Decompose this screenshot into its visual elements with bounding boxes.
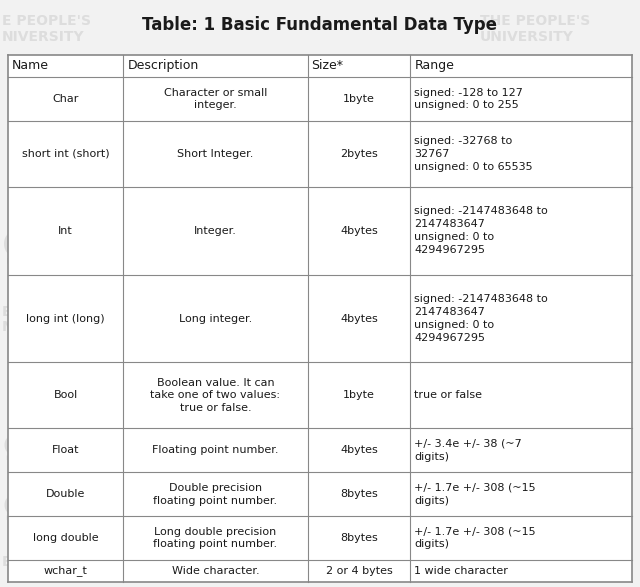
Text: Long double precision
floating point number.: Long double precision floating point num… [154, 527, 278, 549]
Text: +/- 1.7e +/- 308 (~15
digits): +/- 1.7e +/- 308 (~15 digits) [415, 483, 536, 505]
Text: Double precision
floating point number.: Double precision floating point number. [154, 483, 278, 505]
Text: 8bytes: 8bytes [340, 533, 378, 543]
Text: THE PEOPLE'S: THE PEOPLE'S [480, 555, 590, 569]
Text: Float: Float [52, 446, 79, 456]
Text: signed: -128 to 127
unsigned: 0 to 255: signed: -128 to 127 unsigned: 0 to 255 [415, 87, 524, 110]
Text: signed: -32768 to
32767
unsigned: 0 to 65535: signed: -32768 to 32767 unsigned: 0 to 6… [415, 136, 533, 171]
Text: 4bytes: 4bytes [340, 446, 378, 456]
Text: E PEOPLE'S: E PEOPLE'S [2, 555, 91, 569]
Text: true or false: true or false [415, 390, 483, 400]
Text: Range: Range [415, 59, 454, 72]
Text: gnOU: gnOU [390, 430, 490, 461]
Text: 2bytes: 2bytes [340, 149, 378, 159]
Text: signed: -2147483648 to
2147483647
unsigned: 0 to
4294967295: signed: -2147483648 to 2147483647 unsign… [415, 294, 548, 343]
Text: 2 or 4 bytes: 2 or 4 bytes [326, 566, 392, 576]
Text: 1 wide character: 1 wide character [415, 566, 508, 576]
Text: 8bytes: 8bytes [340, 489, 378, 499]
Text: E PEOPLE'S: E PEOPLE'S [2, 14, 91, 28]
Text: gnOU: gnOU [390, 490, 490, 521]
Text: +/- 3.4e +/- 38 (~7
digits): +/- 3.4e +/- 38 (~7 digits) [415, 439, 522, 461]
Text: 1byte: 1byte [343, 94, 375, 104]
Text: Int: Int [58, 225, 73, 235]
Text: gnOU: gnOU [2, 222, 141, 265]
Text: NIVERSITY: NIVERSITY [2, 30, 84, 44]
Text: 4bytes: 4bytes [340, 313, 378, 323]
Text: gnOU: gnOU [2, 430, 102, 461]
Text: Size*: Size* [312, 59, 344, 72]
Text: +/- 1.7e +/- 308 (~15
digits): +/- 1.7e +/- 308 (~15 digits) [415, 527, 536, 549]
Text: E PEOPLE'S: E PEOPLE'S [2, 305, 91, 319]
Text: gnOU: gnOU [2, 490, 102, 521]
Text: signed: -2147483648 to
2147483647
unsigned: 0 to
4294967295: signed: -2147483648 to 2147483647 unsign… [415, 207, 548, 255]
Text: Floating point number.: Floating point number. [152, 446, 279, 456]
Text: Double: Double [46, 489, 85, 499]
Text: Table: 1 Basic Fundamental Data Type: Table: 1 Basic Fundamental Data Type [143, 16, 497, 34]
Text: THE PEOPLE'S: THE PEOPLE'S [480, 14, 590, 28]
Text: wchar_t: wchar_t [44, 565, 88, 576]
Text: THE PEOPLE'S: THE PEOPLE'S [480, 305, 590, 319]
Text: UNIVERSITY: UNIVERSITY [480, 30, 574, 44]
Text: NIVERSITY: NIVERSITY [2, 320, 84, 334]
Text: long int (long): long int (long) [26, 313, 105, 323]
Text: UNIVERSITY: UNIVERSITY [480, 320, 574, 334]
Text: Name: Name [12, 59, 49, 72]
Text: Integer.: Integer. [194, 225, 237, 235]
Text: Description: Description [127, 59, 198, 72]
Text: Bool: Bool [54, 390, 78, 400]
Text: Wide character.: Wide character. [172, 566, 259, 576]
Text: Short Integer.: Short Integer. [177, 149, 253, 159]
Text: 1byte: 1byte [343, 390, 375, 400]
Text: Boolean value. It can
take one of two values:
true or false.: Boolean value. It can take one of two va… [150, 377, 280, 413]
Text: long double: long double [33, 533, 99, 543]
Bar [8, 55, 632, 582]
Text: Long integer.: Long integer. [179, 313, 252, 323]
Text: Character or small
integer.: Character or small integer. [164, 87, 267, 110]
Text: gnOU: gnOU [390, 222, 529, 265]
Text: Char: Char [52, 94, 79, 104]
Text: short int (short): short int (short) [22, 149, 109, 159]
Text: 4bytes: 4bytes [340, 225, 378, 235]
